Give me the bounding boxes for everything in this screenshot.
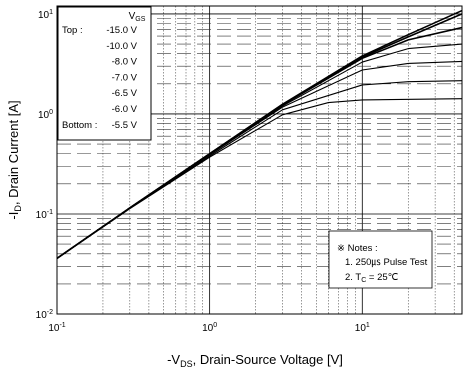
legend-entry: -7.0 V <box>112 72 138 83</box>
legend-entries: -15.0 V -10.0 V -8.0 V -7.0 V -6.5 V -6.0 V -5… <box>106 25 137 131</box>
legend-bottom-label: Bottom : <box>62 120 97 131</box>
x-tick-label: 100 <box>202 322 217 334</box>
y-axis-label: -ID, Drain Current [A] <box>6 100 23 219</box>
data-series <box>56 9 463 260</box>
x-tick-labels: 10-1 100 101 <box>48 322 370 334</box>
legend-entry: -10.0 V <box>106 41 137 52</box>
x-tick-label: 101 <box>355 322 370 334</box>
y-tick-labels: 10-2 10-1 100 101 <box>36 9 53 321</box>
legend-entry: -6.0 V <box>112 104 138 115</box>
legend-top-label: Top : <box>62 25 83 36</box>
plot-frame <box>56 5 463 315</box>
notes-frame <box>328 230 433 289</box>
legend-entry: -15.0 V <box>106 25 137 36</box>
legend-header: VGS <box>129 11 146 23</box>
legend-frame <box>57 6 152 141</box>
legend-entry: -8.0 V <box>112 57 138 68</box>
legend-entry: -6.5 V <box>112 88 138 99</box>
notes-line-1: 1. 250㎲ Pulse Test <box>345 257 428 268</box>
y-tick-label: 10-2 <box>36 309 53 321</box>
x-axis-label: -VDS, Drain-Source Voltage [V] <box>167 352 343 369</box>
notes-line-2: 2. TC = 25℃ <box>345 272 399 284</box>
legend-box: VGS Top : Bottom : -15.0 V-10.0 V-8.0 V-… <box>57 6 152 141</box>
y-tick-label: 101 <box>38 9 53 21</box>
legend-entry: -5.5 V <box>112 120 138 131</box>
notes-title: ※ Notes : <box>337 243 378 254</box>
y-tick-label: 10-1 <box>36 209 53 221</box>
notes-box: ※ Notes : 1. 250㎲ Pulse Test 2. TC = 25℃ <box>328 230 433 289</box>
x-tick-label: 10-1 <box>48 322 65 334</box>
grid <box>56 6 462 315</box>
y-tick-label: 100 <box>38 109 53 121</box>
series-line-vgs-55 <box>56 98 463 259</box>
